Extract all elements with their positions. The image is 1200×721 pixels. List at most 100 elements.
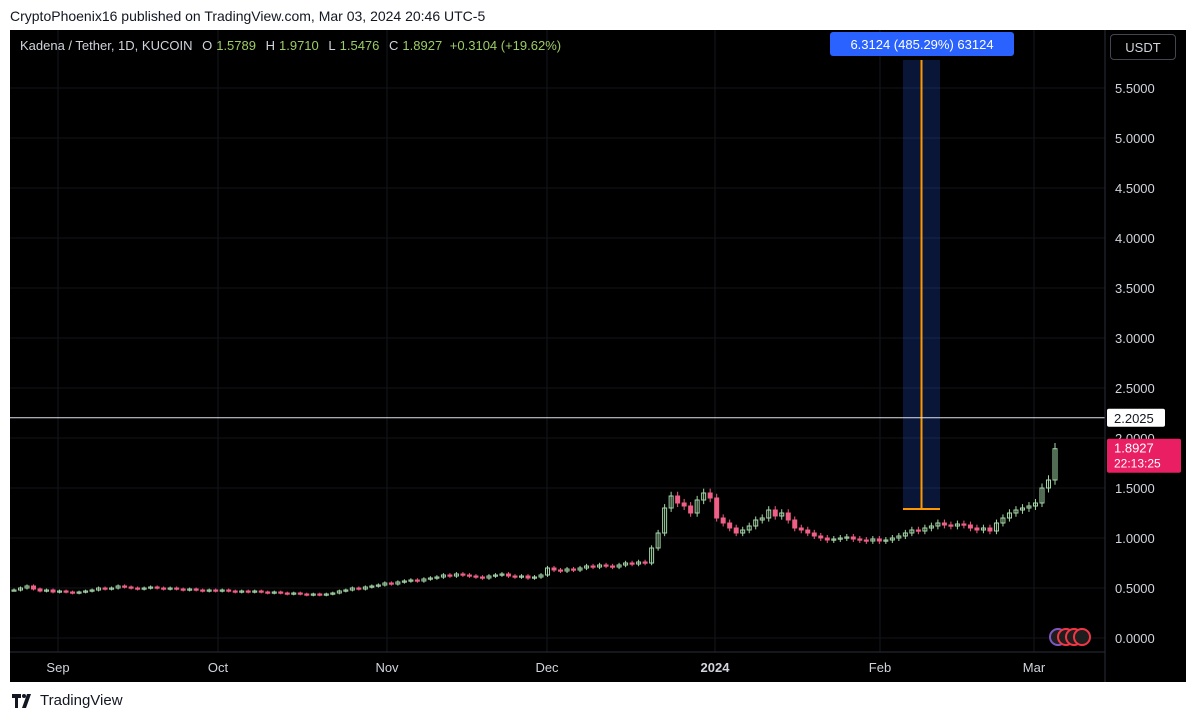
candle-body [753, 519, 759, 527]
candle-body [564, 568, 570, 572]
tradingview-brand: TradingView [12, 692, 123, 709]
candle-body [115, 585, 121, 589]
candle-body [740, 529, 746, 534]
candle-body [603, 564, 609, 567]
candle-body [128, 586, 134, 589]
candle-body [688, 505, 694, 514]
candle-body [584, 565, 590, 569]
candle-body [798, 527, 804, 531]
candle-body [759, 517, 765, 521]
low-value: 1.5476 [339, 38, 380, 53]
candle-body [505, 573, 511, 577]
candle-body [466, 574, 472, 577]
candle-body [148, 586, 154, 589]
candle-body [831, 538, 837, 541]
candle-body [941, 522, 947, 526]
last-price-label: 1.8927 [1114, 441, 1154, 456]
candle-body [11, 589, 17, 592]
candle-body [453, 573, 459, 577]
candle-body [857, 538, 863, 541]
candle-body [707, 492, 713, 499]
candle-body [948, 524, 954, 527]
tradingview-logo-icon [12, 693, 31, 708]
price-tick-label: 0.0000 [1115, 631, 1155, 646]
candle-body [180, 588, 186, 591]
candle-body [193, 588, 199, 591]
candle-body [388, 582, 394, 585]
candle-body [265, 591, 271, 594]
candle-body [616, 564, 622, 568]
candle-body [701, 492, 707, 501]
candle-body [733, 527, 739, 534]
candle-body [961, 523, 967, 526]
candle-body [909, 529, 915, 534]
candle-body [668, 495, 674, 509]
candle-body [18, 587, 24, 591]
candle-body [109, 587, 115, 590]
candle-body [310, 593, 316, 596]
candle-body [727, 522, 733, 529]
publish-header: CryptoPhoenix16 published on TradingView… [10, 8, 486, 24]
candle-body [408, 579, 414, 582]
price-tick-label: 5.0000 [1115, 131, 1155, 146]
high-label: H [265, 38, 275, 53]
candle-body [200, 589, 206, 592]
candle-body [122, 585, 128, 588]
horizontal-line-label: 2.2025 [1114, 411, 1154, 426]
candle-body [792, 519, 798, 529]
candle-body [336, 590, 342, 594]
candle-body [538, 574, 544, 578]
candle-body [284, 592, 290, 595]
candle-body [1013, 509, 1019, 514]
candle-body [512, 575, 518, 578]
candle-body [623, 562, 629, 566]
countdown-label: 22:13:25 [1114, 457, 1161, 471]
candle-body [1052, 448, 1058, 481]
candle-body [870, 538, 876, 542]
close-value: 1.8927 [402, 38, 443, 53]
low-label: L [328, 38, 336, 53]
candle-body [714, 497, 720, 519]
time-axis: Sep Oct Nov Dec 2024 Feb Mar [10, 651, 1105, 675]
candle-body [987, 527, 993, 532]
candle-body [662, 507, 668, 534]
grid [10, 30, 1105, 652]
candle-body [1026, 505, 1032, 509]
candle-body [135, 587, 141, 590]
candle-body [610, 565, 616, 568]
candle-body [681, 502, 687, 507]
candle-body [967, 524, 973, 529]
candle-body [460, 573, 466, 576]
candle-body [44, 589, 50, 592]
price-tick-label: 4.0000 [1115, 231, 1155, 246]
close-label: C [389, 38, 399, 53]
candle-body [993, 522, 999, 532]
price-chart[interactable]: 6.3124 (485.29%) 63124 5.5000 5.0000 4.500… [10, 30, 1186, 682]
candle-body [1039, 487, 1045, 504]
candle-body [83, 590, 89, 593]
chart-pane[interactable]: 6.3124 (485.29%) 63124 5.5000 5.0000 4.500… [10, 30, 1186, 682]
candle-body [278, 591, 284, 594]
candle-body [1000, 517, 1006, 524]
candle-body [96, 587, 102, 591]
candle-body [766, 509, 772, 519]
candle-body [226, 589, 232, 592]
candle-body [395, 581, 401, 585]
candle-body [89, 589, 95, 592]
candle-body [24, 585, 30, 589]
price-tick-label: 3.0000 [1115, 331, 1155, 346]
price-tick-label: 3.5000 [1115, 281, 1155, 296]
price-tick-label: 4.5000 [1115, 181, 1155, 196]
candle-body [271, 591, 277, 594]
candle-body [401, 580, 407, 583]
candle-body [479, 576, 485, 579]
candle-body [844, 536, 850, 539]
currency-button[interactable]: USDT [1110, 34, 1176, 60]
candle-body [850, 536, 856, 540]
candle-body [349, 587, 355, 591]
time-tick-label: 2024 [701, 660, 731, 675]
candle-body [239, 590, 245, 593]
candle-body [551, 567, 557, 571]
candle-body [571, 568, 577, 571]
candle-body [304, 593, 310, 596]
